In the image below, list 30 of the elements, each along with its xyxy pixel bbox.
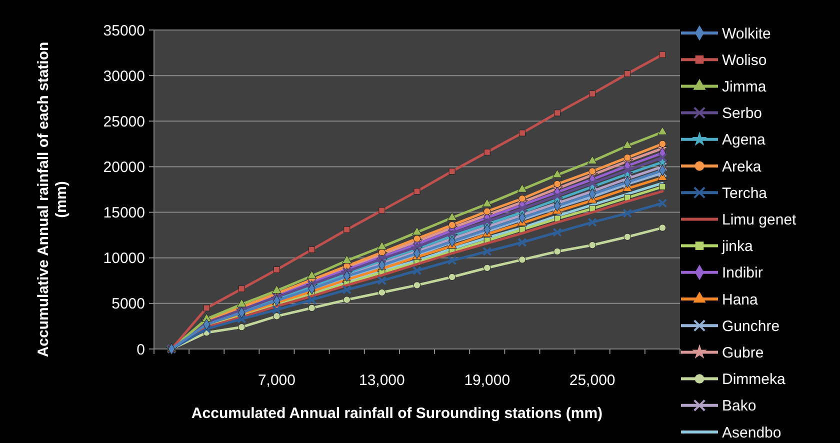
legend-label: Hana xyxy=(722,291,759,308)
legend-label: Indibir xyxy=(722,264,763,282)
legend-label: Jimma xyxy=(722,78,767,96)
legend-label: Limu genet xyxy=(722,211,798,228)
y-tick-label: 25000 xyxy=(103,113,145,130)
x-tick-label: 25,000 xyxy=(569,372,616,389)
y-tick-label: 5000 xyxy=(112,296,145,313)
x-tick-label: 7,000 xyxy=(258,372,296,389)
legend-label: Wolkite xyxy=(722,25,771,42)
y-tick-label: 15000 xyxy=(103,204,145,222)
legend-label: Tercha xyxy=(722,184,768,202)
legend-label: jinka xyxy=(721,238,754,256)
legend-label: Asendbo xyxy=(722,424,782,442)
y-tick-label: 20000 xyxy=(103,158,145,176)
legend-label: Gunchre xyxy=(722,318,780,335)
legend-label: Dimmeka xyxy=(722,371,786,388)
y-tick-label: 35000 xyxy=(103,22,145,40)
legend-label: Woliso xyxy=(722,52,767,69)
legend-label: Agena xyxy=(722,132,766,149)
y-tick-label: 0 xyxy=(136,341,145,358)
y-tick-label: 10000 xyxy=(103,250,145,268)
y-axis-title: Accumulative Annual rainfall of each station (mm) xyxy=(35,42,70,358)
x-tick-label: 19,000 xyxy=(464,372,510,389)
legend-label: Gubre xyxy=(722,344,764,362)
y-tick-label: 30000 xyxy=(103,68,145,85)
legend-label: Areka xyxy=(722,158,762,176)
x-tick-label: 13,000 xyxy=(358,372,405,389)
legend-label: Serbo xyxy=(722,105,762,122)
x-axis-title: Accumulated Annual rainfall of Surounding stations (mm) xyxy=(191,405,603,422)
legend-label: Bako xyxy=(722,398,756,415)
